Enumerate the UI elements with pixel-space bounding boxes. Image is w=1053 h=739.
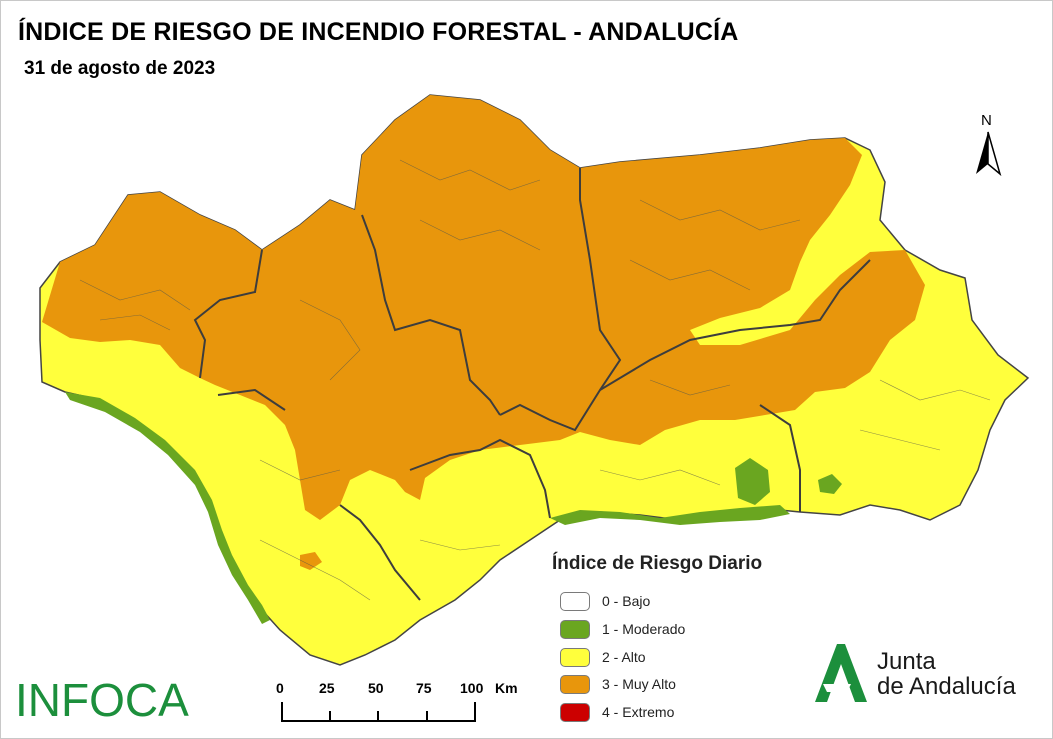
- legend-item-bajo: 0 - Bajo: [560, 592, 800, 612]
- legend-swatch-moderado: [560, 620, 590, 639]
- junta-logo-line1: Junta: [877, 648, 936, 675]
- legend-item-extremo: 4 - Extremo: [560, 703, 800, 723]
- legend-swatch-muy-alto: [560, 675, 590, 694]
- legend-title: Índice de Riesgo Diario: [552, 553, 763, 574]
- legend-label: 2 - Alto: [602, 649, 646, 665]
- scale-unit-label: Km: [495, 680, 518, 696]
- legend-label: 4 - Extremo: [602, 704, 675, 720]
- scale-bar-graphic: [281, 702, 476, 722]
- region-muy-alto-spot: [300, 552, 322, 570]
- scale-tick-label: 100: [460, 680, 484, 696]
- north-arrow: N: [968, 112, 1008, 178]
- junta-logo-line2: de Andalucía: [877, 673, 1016, 700]
- north-label: N: [981, 112, 992, 129]
- junta-logo-icon: [815, 644, 867, 702]
- region-moderado-almeria-spot: [818, 474, 842, 494]
- legend-swatch-extremo: [560, 703, 590, 722]
- legend-label: 1 - Moderado: [602, 621, 686, 637]
- scale-bar: 0 25 50 75 100 Km: [270, 680, 518, 728]
- scale-tick-label: 50: [368, 680, 384, 696]
- legend-swatch-bajo: [560, 592, 590, 611]
- region-moderado-huelva-coast: [65, 392, 270, 624]
- region-moderado-sierra-nevada: [735, 458, 770, 505]
- junta-andalucia-logo: Junta de Andalucía: [805, 640, 1035, 708]
- infoca-logo: INFOCA: [15, 674, 189, 726]
- scale-tick-label: 0: [276, 680, 284, 696]
- legend-label: 3 - Muy Alto: [602, 676, 676, 692]
- legend-item-alto: 2 - Alto: [560, 648, 800, 668]
- legend-item-muy-alto: 3 - Muy Alto: [560, 675, 800, 695]
- province-boundaries: [193, 168, 871, 601]
- legend-swatch-alto: [560, 648, 590, 667]
- map-date: 31 de agosto de 2023: [24, 58, 216, 79]
- region-muy-alto-main: [42, 95, 925, 520]
- map-title: ÍNDICE DE RIESGO DE INCENDIO FORESTAL - …: [18, 18, 739, 46]
- legend-item-moderado: 1 - Moderado: [560, 620, 800, 640]
- region-moderado-malaga-coast: [550, 505, 790, 525]
- scale-tick-label: 25: [319, 680, 335, 696]
- municipal-boundaries: [79, 159, 991, 601]
- north-arrow-icon: [976, 131, 1002, 177]
- legend: Índice de Riesgo Diario 0 - Bajo 1 - Mod…: [552, 553, 812, 728]
- legend-label: 0 - Bajo: [602, 593, 651, 609]
- scale-tick-label: 75: [416, 680, 432, 696]
